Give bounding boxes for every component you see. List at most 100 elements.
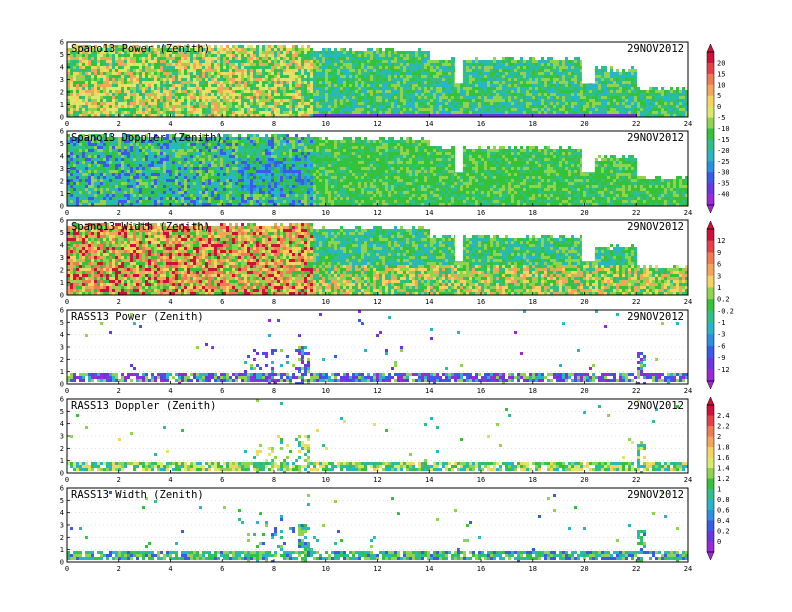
data-cell <box>490 87 493 90</box>
data-cell <box>226 99 229 102</box>
data-cell <box>82 69 85 72</box>
data-cell <box>304 51 307 54</box>
data-cell <box>493 69 496 72</box>
data-cell <box>256 72 259 75</box>
data-cell <box>544 102 547 105</box>
data-cell <box>349 66 352 69</box>
data-cell <box>418 84 421 87</box>
data-cell <box>112 90 115 93</box>
data-cell <box>103 161 106 164</box>
data-cell <box>271 69 274 72</box>
data-cell <box>562 69 565 72</box>
data-cell <box>598 75 601 78</box>
data-cell <box>70 57 73 60</box>
data-cell <box>496 66 499 69</box>
data-cell <box>238 63 241 66</box>
data-cell <box>562 96 565 99</box>
data-cell <box>418 93 421 96</box>
data-cell <box>118 170 121 173</box>
data-cell <box>85 194 88 197</box>
data-cell <box>118 149 121 152</box>
data-cell <box>595 84 598 87</box>
data-cell <box>250 111 253 114</box>
data-cell <box>433 105 436 108</box>
data-cell <box>145 185 148 188</box>
data-cell <box>592 105 595 108</box>
data-cell <box>529 81 532 84</box>
data-cell <box>466 96 469 99</box>
data-cell <box>478 108 481 111</box>
data-cell <box>469 108 472 111</box>
data-cell <box>148 78 151 81</box>
data-cell <box>499 63 502 66</box>
data-cell <box>418 105 421 108</box>
data-cell <box>214 87 217 90</box>
data-cell <box>139 57 142 60</box>
data-cell <box>124 108 127 111</box>
data-cell <box>157 81 160 84</box>
data-cell <box>76 69 79 72</box>
data-cell <box>472 75 475 78</box>
data-cell <box>553 108 556 111</box>
data-cell <box>253 69 256 72</box>
data-cell <box>532 96 535 99</box>
data-cell <box>481 93 484 96</box>
data-cell <box>643 114 646 117</box>
data-cell <box>526 87 529 90</box>
data-cell <box>172 108 175 111</box>
data-cell <box>490 93 493 96</box>
data-cell <box>664 93 667 96</box>
data-cell <box>115 72 118 75</box>
data-cell <box>331 60 334 63</box>
data-cell <box>625 75 628 78</box>
data-cell <box>568 99 571 102</box>
data-cell <box>181 72 184 75</box>
data-cell <box>235 48 238 51</box>
data-cell <box>517 75 520 78</box>
data-cell <box>157 93 160 96</box>
data-cell <box>586 105 589 108</box>
data-cell <box>451 84 454 87</box>
data-cell <box>148 170 151 173</box>
data-cell <box>319 114 322 117</box>
data-cell <box>568 105 571 108</box>
data-cell <box>535 72 538 75</box>
data-cell <box>85 96 88 99</box>
data-cell <box>268 99 271 102</box>
data-cell <box>379 57 382 60</box>
data-cell <box>136 155 139 158</box>
data-cell <box>364 93 367 96</box>
data-cell <box>604 75 607 78</box>
data-cell <box>121 170 124 173</box>
data-cell <box>343 75 346 78</box>
data-cell <box>121 45 124 48</box>
data-cell <box>103 111 106 114</box>
data-cell <box>640 99 643 102</box>
data-cell <box>103 152 106 155</box>
data-cell <box>274 57 277 60</box>
data-cell <box>550 108 553 111</box>
data-cell <box>634 78 637 81</box>
data-cell <box>214 90 217 93</box>
data-cell <box>517 72 520 75</box>
data-cell <box>559 108 562 111</box>
data-cell <box>178 51 181 54</box>
data-cell <box>154 81 157 84</box>
data-cell <box>277 63 280 66</box>
data-cell <box>79 81 82 84</box>
data-cell <box>223 111 226 114</box>
data-cell <box>220 102 223 105</box>
data-cell <box>319 108 322 111</box>
data-cell <box>217 114 220 117</box>
data-cell <box>70 78 73 81</box>
data-cell <box>511 105 514 108</box>
data-cell <box>481 63 484 66</box>
data-cell <box>319 69 322 72</box>
data-cell <box>499 93 502 96</box>
data-cell <box>274 78 277 81</box>
data-cell <box>394 51 397 54</box>
data-cell <box>202 78 205 81</box>
data-cell <box>172 48 175 51</box>
data-cell <box>502 102 505 105</box>
data-cell <box>139 78 142 81</box>
